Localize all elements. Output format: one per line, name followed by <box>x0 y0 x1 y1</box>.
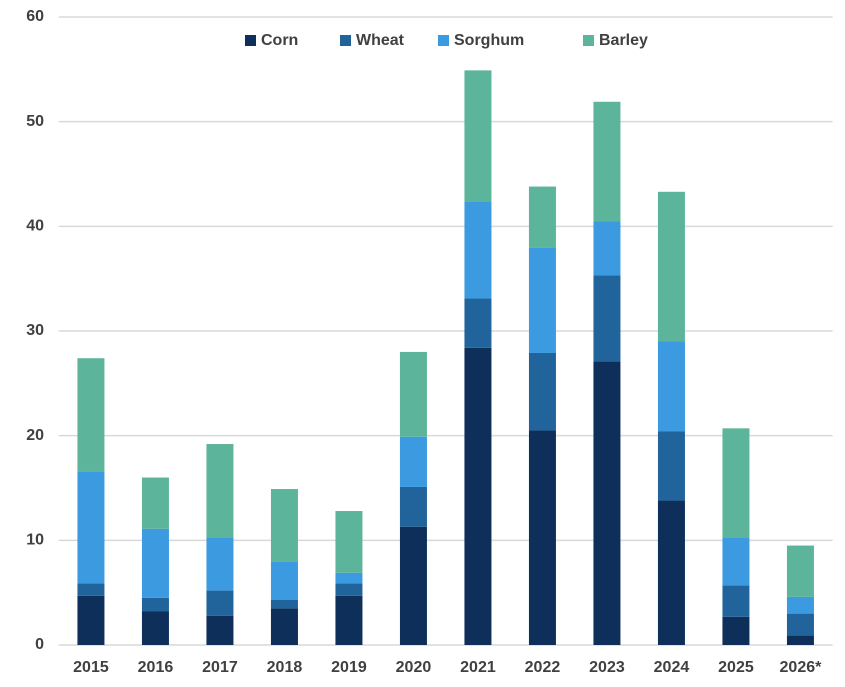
bar-segment <box>528 186 556 248</box>
y-tick-label: 10 <box>26 532 44 549</box>
bar-segment <box>399 526 427 645</box>
y-tick-label: 0 <box>35 636 44 653</box>
x-tick-label: 2017 <box>202 659 238 676</box>
legend-label: Wheat <box>356 32 405 49</box>
x-tick-label: 2021 <box>460 659 496 676</box>
bar-segment <box>206 590 234 616</box>
bar-segment <box>335 572 363 584</box>
legend-swatch <box>340 35 351 46</box>
bar-segment <box>270 599 298 609</box>
bar-segment <box>399 436 427 487</box>
bar-segment <box>141 611 169 645</box>
bar-segment <box>786 635 814 645</box>
bar-segment <box>786 613 814 636</box>
bar-segment <box>464 298 492 348</box>
bar-segment <box>528 430 556 645</box>
x-tick-label: 2016 <box>138 659 174 676</box>
bar-segment <box>335 583 363 596</box>
legend-label: Corn <box>261 32 298 49</box>
bar-segment <box>657 191 685 342</box>
bar-segment <box>270 608 298 645</box>
x-tick-label: 2022 <box>525 659 561 676</box>
bar-segment <box>270 561 298 600</box>
y-tick-label: 20 <box>26 427 44 444</box>
legend-swatch <box>245 35 256 46</box>
bar-segment <box>206 444 234 538</box>
bar-segment <box>206 537 234 591</box>
bar-segment <box>593 361 621 645</box>
bar-segment <box>657 431 685 501</box>
legend-swatch <box>583 35 594 46</box>
x-tick-label: 2025 <box>718 659 754 676</box>
legend-label: Sorghum <box>454 32 524 49</box>
y-tick-label: 60 <box>26 8 44 25</box>
bar-segment <box>464 70 492 202</box>
bar-segment <box>206 615 234 645</box>
bar-segment <box>399 486 427 527</box>
bar-segment <box>593 221 621 276</box>
bar-segment <box>657 500 685 645</box>
bar-segment <box>722 537 750 586</box>
bar-segment <box>141 528 169 598</box>
bar-segment <box>786 596 814 614</box>
x-tick-label: 2026* <box>780 659 823 676</box>
bar-segment <box>141 477 169 529</box>
legend-swatch <box>438 35 449 46</box>
bar-segment <box>270 489 298 562</box>
bar-segment <box>141 597 169 612</box>
x-tick-label: 2023 <box>589 659 625 676</box>
x-tick-label: 2018 <box>267 659 303 676</box>
bar-segment <box>77 595 105 645</box>
bar-segment <box>77 583 105 596</box>
bar-segment <box>335 511 363 573</box>
x-tick-label: 2024 <box>654 659 690 676</box>
y-tick-label: 30 <box>26 322 44 339</box>
bar-segment <box>528 247 556 353</box>
bar-segment <box>77 471 105 584</box>
y-tick-label: 40 <box>26 218 44 235</box>
bar-segment <box>464 347 492 645</box>
x-tick-label: 2019 <box>331 659 367 676</box>
bar-segment <box>528 352 556 431</box>
bar-segment <box>593 101 621 222</box>
bar-segment <box>722 585 750 617</box>
bar-segment <box>786 545 814 597</box>
bar-segment <box>335 595 363 645</box>
bar-segment <box>722 428 750 538</box>
y-tick-label: 50 <box>26 113 44 130</box>
legend-label: Barley <box>599 32 648 49</box>
bar-segment <box>399 351 427 437</box>
bar-segment <box>722 616 750 645</box>
bar-segment <box>657 341 685 432</box>
x-tick-label: 2020 <box>396 659 432 676</box>
bar-segment <box>464 201 492 299</box>
bar-segment <box>77 358 105 472</box>
x-tick-label: 2015 <box>73 659 109 676</box>
bar-segment <box>593 275 621 362</box>
